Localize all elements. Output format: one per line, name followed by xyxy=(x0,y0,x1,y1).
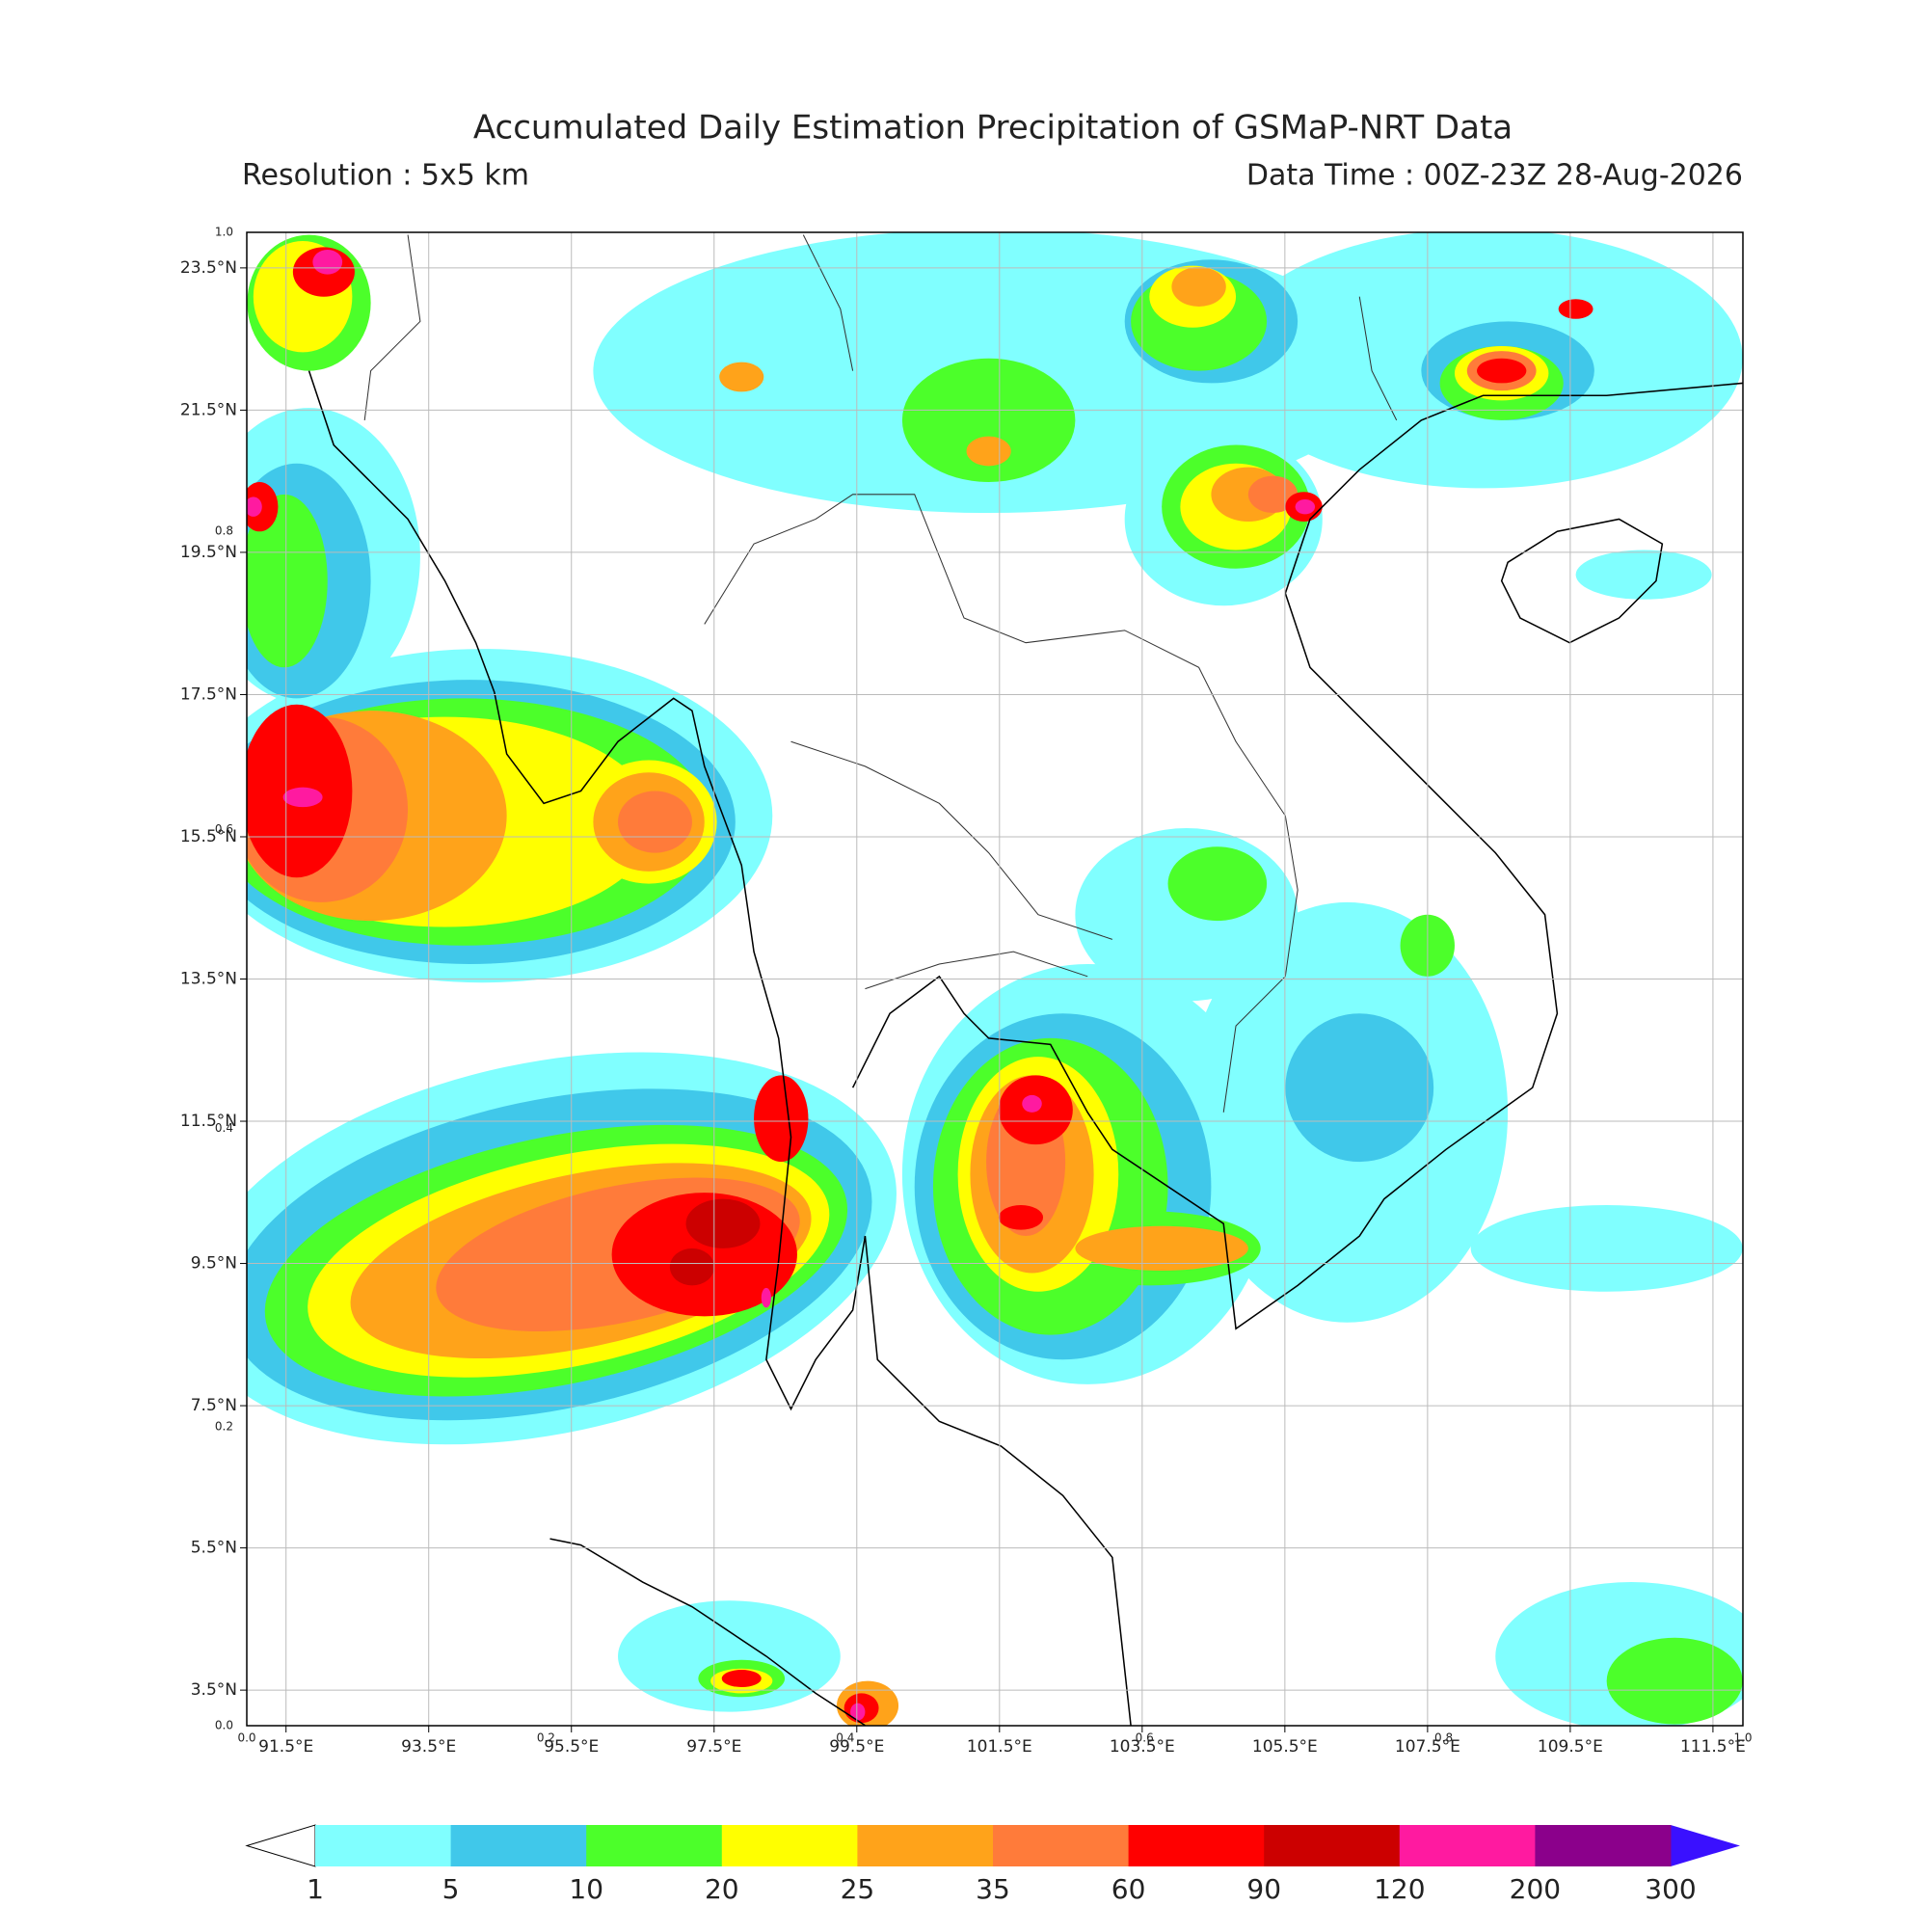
overlay-tick-label: 0.6 xyxy=(215,822,233,836)
resolution: Resolution : 5x5 km xyxy=(242,159,529,193)
lon-tick-label: 101.5°E xyxy=(967,1737,1032,1757)
lat-tick-label: 9.5°N xyxy=(191,1254,237,1274)
precip-area xyxy=(1575,550,1712,600)
lat-tick-label: 19.5°N xyxy=(180,543,237,562)
lat-tick-label: 3.5°N xyxy=(191,1680,237,1700)
overlay-tick-label: 0.0 xyxy=(237,1731,255,1745)
overlay-tick-label: 1.0 xyxy=(215,226,233,239)
border xyxy=(704,494,1299,1113)
precip-layer xyxy=(247,232,1743,1726)
colorbar-label: 10 xyxy=(569,1873,603,1905)
border xyxy=(363,234,1398,421)
precip-area xyxy=(312,249,343,275)
precip-area xyxy=(1171,266,1226,307)
overlay-tick-label: 0.4 xyxy=(836,1731,854,1745)
lon-tick-label: 107.5°E xyxy=(1395,1737,1460,1757)
colorbar-label: 120 xyxy=(1374,1873,1425,1905)
lon-tick-label: 93.5°E xyxy=(401,1737,456,1757)
precip-area xyxy=(1558,299,1593,319)
colorbar-box xyxy=(1399,1825,1536,1866)
precip-area xyxy=(721,1670,762,1687)
overlay-tick-label: 0.0 xyxy=(215,1719,233,1732)
lon-tick-label: 109.5°E xyxy=(1538,1737,1603,1757)
precip-area xyxy=(618,791,692,853)
colorbar-label: 35 xyxy=(976,1873,1010,1905)
precip-area xyxy=(1285,1013,1434,1163)
colorbar-label: 5 xyxy=(442,1873,460,1905)
lon-tick-label: 105.5°E xyxy=(1252,1737,1318,1757)
precip-area xyxy=(850,1703,866,1721)
colorbar-over xyxy=(1671,1825,1740,1866)
lat-tick-label: 15.5°N xyxy=(180,827,237,846)
colorbar-box xyxy=(1264,1825,1401,1866)
colorbar-label: 25 xyxy=(841,1873,875,1905)
precip-area xyxy=(247,494,328,668)
precip-area xyxy=(901,358,1076,482)
precip-area xyxy=(1606,1637,1743,1725)
colorbar-box xyxy=(857,1825,994,1866)
lat-tick-label: 7.5°N xyxy=(191,1396,237,1415)
colorbar-label: 300 xyxy=(1645,1873,1696,1905)
colorbar-box xyxy=(315,1825,452,1866)
precip-area xyxy=(247,496,262,517)
lat-tick-label: 17.5°N xyxy=(180,684,237,704)
colorbar-under xyxy=(245,1824,316,1867)
overlay-tick-label: 0.2 xyxy=(215,1420,233,1434)
precip-area xyxy=(966,436,1011,467)
coastline xyxy=(1500,518,1664,644)
colorbar-label: 200 xyxy=(1510,1873,1561,1905)
overlay-tick-label: 0.4 xyxy=(215,1121,233,1135)
colorbar-box xyxy=(450,1825,587,1866)
precip-area xyxy=(669,1248,715,1286)
lon-tick-label: 95.5°E xyxy=(544,1737,599,1757)
colorbar-box xyxy=(1128,1825,1265,1866)
precip-area xyxy=(1075,827,1299,1002)
precip-area xyxy=(1075,1225,1248,1271)
precip-area xyxy=(1477,358,1527,384)
colorbar-box xyxy=(586,1825,723,1866)
overlay-tick-label: 1.0 xyxy=(1733,1731,1752,1745)
lon-tick-label: 111.5°E xyxy=(1680,1737,1746,1757)
precip-area xyxy=(998,1204,1044,1230)
lon-tick-label: 91.5°E xyxy=(258,1737,313,1757)
lat-tick-label: 5.5°N xyxy=(191,1539,237,1558)
colorbar-box xyxy=(1535,1825,1672,1866)
precip-area xyxy=(761,1287,771,1308)
precip-area xyxy=(1470,1204,1743,1292)
lat-tick-label: 13.5°N xyxy=(180,970,237,989)
colorbar-label: 20 xyxy=(705,1873,739,1905)
lat-tick-label: 21.5°N xyxy=(180,400,237,419)
lat-tick-label: 11.5°N xyxy=(180,1112,237,1131)
colorbar-label: 90 xyxy=(1246,1873,1281,1905)
lat-tick-label: 23.5°N xyxy=(180,258,237,278)
colorbar-label: 60 xyxy=(1111,1873,1146,1905)
precip-area xyxy=(1167,846,1268,922)
precip-area xyxy=(685,1198,761,1248)
coastline xyxy=(308,370,1132,1726)
precip-area xyxy=(719,362,764,392)
colorbar-box xyxy=(721,1825,858,1866)
precip-area xyxy=(1022,1094,1042,1113)
precip-area xyxy=(754,1075,809,1163)
overlay-tick-label: 0.8 xyxy=(215,523,233,537)
lon-tick-label: 97.5°E xyxy=(686,1737,741,1757)
coastline xyxy=(851,382,1743,1330)
overlay-tick-label: 0.6 xyxy=(1136,1731,1154,1745)
map-frame xyxy=(246,231,1744,1727)
overlay-tick-label: 0.2 xyxy=(537,1731,555,1745)
colorbar-box xyxy=(993,1825,1130,1866)
coastline xyxy=(549,1538,866,1726)
title: Accumulated Daily Estimation Precipitati… xyxy=(473,109,1513,148)
colorbar-label: 1 xyxy=(307,1873,324,1905)
overlay-tick-label: 0.8 xyxy=(1434,1731,1453,1745)
precip-area xyxy=(282,787,323,808)
lon-tick-label: 99.5°E xyxy=(829,1737,884,1757)
precip-area xyxy=(618,1600,841,1712)
data-time: Data Time : 00Z-23Z 28-Aug-2026 xyxy=(1246,159,1743,193)
precip-area xyxy=(1295,498,1316,515)
precip-area xyxy=(247,482,279,532)
lon-tick-label: 103.5°E xyxy=(1110,1737,1175,1757)
